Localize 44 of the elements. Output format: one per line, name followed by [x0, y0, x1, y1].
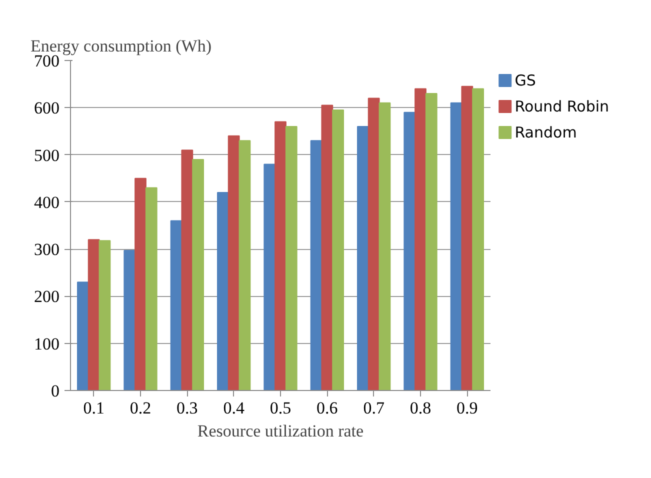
bar [425, 93, 438, 390]
bar [264, 164, 276, 390]
bar [285, 126, 298, 390]
bar [461, 86, 474, 390]
y-tick-label: 400 [34, 192, 60, 212]
x-tick-label: 0.2 [130, 398, 152, 418]
x-tick-label: 0.3 [176, 398, 198, 418]
bar [472, 88, 484, 390]
y-tick-label: 0 [51, 382, 60, 400]
y-tick-label: 200 [34, 287, 60, 306]
bar [404, 112, 416, 390]
bar [192, 159, 204, 390]
y-tick-label: 300 [34, 240, 60, 260]
bar [98, 240, 111, 390]
bar [332, 110, 344, 390]
y-tick-label: 600 [34, 98, 60, 118]
bar [321, 104, 334, 390]
x-tick-label: 0.5 [270, 398, 292, 418]
x-tick-label: 0.9 [456, 398, 478, 418]
y-tick-label: 100 [34, 334, 60, 354]
y-tick-label: 500 [34, 146, 60, 165]
bar [217, 192, 229, 390]
bar [238, 140, 251, 390]
x-axis-title: Resource utilization rate [197, 422, 364, 440]
bar [145, 187, 158, 390]
x-tick-label: 0.4 [223, 398, 245, 418]
bar [134, 178, 146, 390]
x-tick-label: 0.7 [363, 398, 385, 418]
bar [368, 98, 380, 390]
bar [124, 250, 136, 390]
legend-label: Round Robin [514, 98, 610, 116]
bar [228, 135, 240, 390]
bar [414, 88, 426, 390]
bar [77, 282, 89, 390]
bar [181, 150, 194, 390]
bar [357, 126, 369, 390]
legend-label: GS [514, 72, 536, 90]
bar [378, 102, 391, 390]
legend-label: Random [514, 124, 577, 142]
bar [88, 239, 100, 390]
x-tick-label: 0.8 [410, 398, 432, 418]
bar [274, 121, 286, 390]
x-tick-label: 0.1 [83, 398, 104, 418]
x-tick-label: 0.6 [316, 398, 338, 418]
